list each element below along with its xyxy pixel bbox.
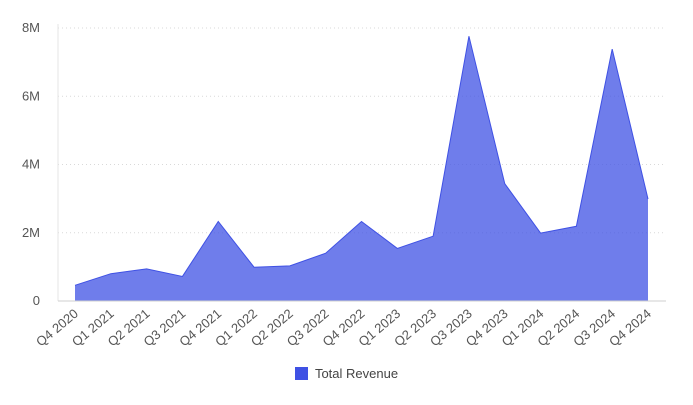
axes bbox=[57, 24, 666, 302]
y-tick-label: 2M bbox=[22, 225, 40, 240]
y-tick-label: 8M bbox=[22, 20, 40, 35]
legend: Total Revenue bbox=[0, 366, 693, 381]
gridlines bbox=[58, 27, 666, 234]
series-area-fill bbox=[75, 36, 648, 301]
legend-label: Total Revenue bbox=[314, 366, 399, 381]
y-tick-label: 6M bbox=[22, 88, 40, 103]
y-tick-label: 4M bbox=[22, 157, 40, 172]
series-area bbox=[74, 36, 649, 301]
y-axis-ticks: 0 2M 4M 6M 8M bbox=[22, 20, 40, 308]
legend-swatch bbox=[294, 367, 308, 380]
y-tick-label: 0 bbox=[33, 293, 40, 308]
